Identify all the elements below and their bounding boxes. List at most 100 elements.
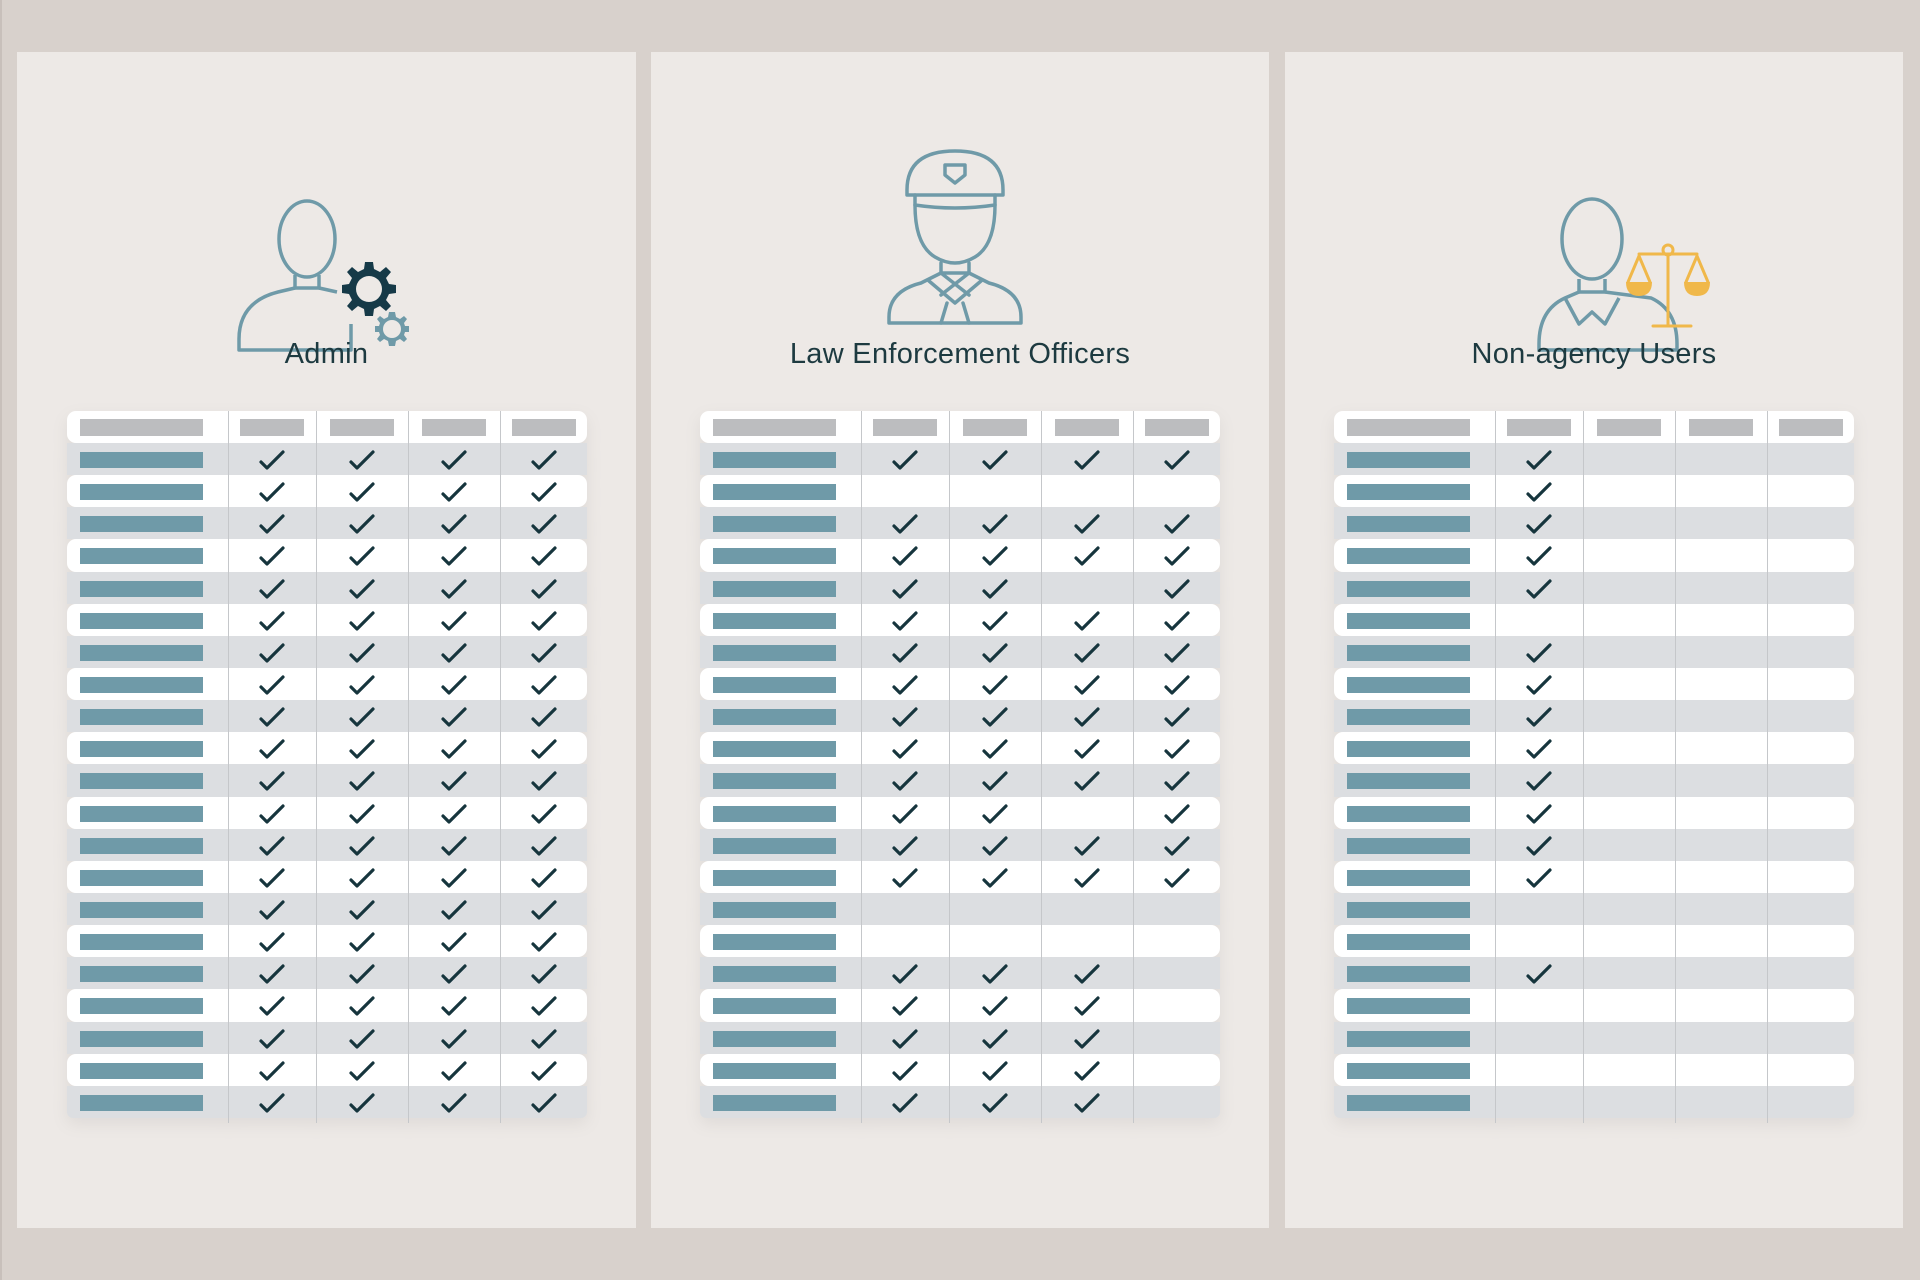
row-label-placeholder-bar [713,1030,836,1047]
permission-cell-granted [949,861,1041,893]
row-label-cell [1334,893,1495,925]
row-label-cell [700,989,861,1021]
permission-cell-granted [1041,443,1133,475]
permission-cell-granted [316,668,408,700]
checkmark-icon [1526,707,1552,727]
permission-cell-granted [1041,636,1133,668]
row-label-cell [700,925,861,957]
permission-cell-empty [1583,893,1675,925]
checkmark-icon [892,707,918,727]
permission-cell-granted [316,957,408,989]
header-placeholder-bar [330,418,394,436]
user-justice-scale-icon [1537,197,1710,352]
header-placeholder-bar [1597,418,1661,436]
checkmark-icon [441,675,467,695]
checkmark-icon [982,514,1008,534]
row-label-placeholder-bar [80,902,203,919]
checkmark-icon [1074,546,1100,567]
row-label-placeholder-bar [1347,452,1470,469]
permission-cell-empty [1767,636,1854,668]
checkmark-icon [259,1028,285,1049]
permission-cell-granted [316,861,408,893]
permission-cell-granted [1495,764,1583,796]
permission-cell-granted [316,443,408,475]
row-label-cell [1334,668,1495,700]
checkmark-icon [441,514,467,534]
permission-cell-empty [1583,636,1675,668]
permission-cell-granted [316,1086,408,1118]
checkmark-icon [1163,611,1190,631]
permission-cell-granted [500,732,587,764]
permission-cell-empty [1583,1054,1675,1086]
checkmark-icon [441,579,467,599]
table-row [1334,475,1854,508]
permission-cell-granted [1133,764,1220,796]
checkmark-icon [892,804,918,824]
header-placeholder-bar [1507,418,1571,436]
checkmark-icon [441,868,467,888]
table-row [67,1021,587,1054]
panel-title: Admin [284,338,369,370]
permission-cell-granted [949,668,1041,700]
row-label-placeholder-bar [713,966,836,983]
permission-cell-empty [1675,925,1767,957]
admin-user-gears-icon [237,199,409,352]
checkmark-icon [982,1093,1008,1113]
permission-cell-empty [861,893,949,925]
column-divider [1583,411,1584,1124]
row-label-cell [700,475,861,507]
row-label-cell [1334,507,1495,539]
checkmark-icon [530,996,557,1017]
checkmark-icon [349,1093,375,1113]
permission-cell-granted [228,925,316,957]
table-row [700,539,1220,572]
permission-cell-empty [1583,443,1675,475]
permission-cell-granted [1495,957,1583,989]
permission-cell-granted [1041,829,1133,861]
permission-cell-empty [1133,475,1220,507]
checkmark-icon [349,804,375,824]
checkmark-icon [530,675,557,695]
permission-cell-granted [500,539,587,571]
row-label-cell [700,893,861,925]
checkmark-icon [530,514,557,534]
permission-cell-granted [408,604,500,636]
permission-cell-empty [1675,989,1767,1021]
column-divider [228,411,229,1124]
row-label-cell [1334,572,1495,604]
permission-cell-empty [1767,1022,1854,1054]
header-placeholder-bar [511,418,576,436]
checkmark-icon [1526,739,1552,759]
checkmark-icon [530,804,557,824]
checkmark-icon [982,546,1008,567]
checkmark-icon [259,900,285,920]
permission-cell-granted [500,957,587,989]
panel-admin: Admin [17,52,636,1228]
checkmark-icon [259,643,285,663]
checkmark-icon [349,739,375,759]
permission-cell-granted [949,443,1041,475]
checkmark-icon [1074,1093,1100,1113]
table-row [700,732,1220,765]
checkmark-icon [982,739,1008,759]
row-label-placeholder-bar [80,837,203,854]
row-label-placeholder-bar [713,709,836,726]
row-label-cell [67,893,228,925]
table-row [67,1085,587,1118]
permission-cell-granted [1041,668,1133,700]
checkmark-icon [349,643,375,663]
permission-cell-granted [861,507,949,539]
permission-cell-empty [1767,539,1854,571]
checkmark-icon [259,804,285,824]
permission-cell-empty [1767,925,1854,957]
row-label-cell [1334,443,1495,475]
row-label-placeholder-bar [713,580,836,597]
header-cell-permission [861,411,949,443]
row-label-placeholder-bar [80,580,203,597]
table-row [1334,860,1854,893]
checkmark-icon [1163,739,1190,759]
checkmark-icon [259,546,285,567]
permission-cell-granted [1041,700,1133,732]
checkmark-icon [1074,739,1100,759]
table-row [1334,700,1854,733]
